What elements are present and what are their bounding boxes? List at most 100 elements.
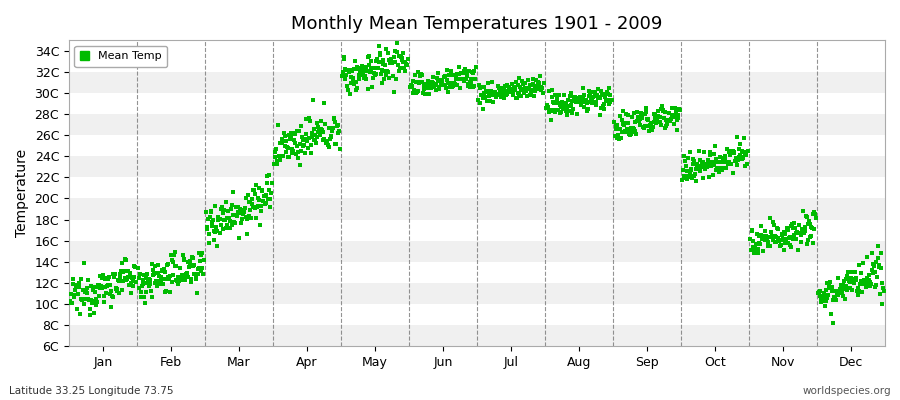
Point — [148, 278, 163, 284]
Point — [836, 286, 850, 292]
Point — [801, 221, 815, 228]
Bar — [69, 283, 885, 304]
Point — [418, 80, 433, 87]
Point — [176, 277, 190, 283]
Point — [286, 129, 301, 136]
Point — [476, 106, 491, 113]
Point — [454, 84, 468, 91]
Point — [396, 58, 410, 65]
Point — [262, 172, 276, 178]
Point — [305, 134, 320, 140]
Y-axis label: Temperature: Temperature — [15, 149, 29, 237]
Point — [726, 147, 741, 154]
Point — [429, 75, 444, 82]
Point — [579, 96, 593, 103]
Point — [800, 240, 814, 247]
Point — [368, 58, 382, 64]
Point — [76, 260, 91, 266]
Point — [206, 228, 220, 234]
Point — [807, 209, 822, 215]
Point — [273, 157, 287, 163]
Point — [459, 76, 473, 83]
Point — [832, 286, 847, 293]
Point — [170, 278, 184, 284]
Point — [573, 98, 588, 104]
Point — [710, 159, 724, 166]
Point — [571, 98, 585, 105]
Point — [721, 160, 735, 167]
Point — [481, 97, 495, 104]
Point — [131, 284, 146, 291]
Point — [485, 92, 500, 98]
Point — [81, 296, 95, 302]
Point — [449, 76, 464, 82]
Point — [475, 95, 490, 101]
Point — [843, 285, 858, 291]
Point — [88, 289, 103, 295]
Point — [622, 128, 636, 134]
Point — [254, 208, 268, 214]
Point — [826, 297, 841, 303]
Point — [156, 280, 170, 287]
Point — [791, 247, 806, 253]
Point — [671, 112, 686, 119]
Point — [214, 222, 229, 228]
Point — [436, 82, 450, 88]
Point — [548, 109, 562, 116]
Point — [486, 99, 500, 105]
Point — [379, 46, 393, 53]
Point — [588, 89, 602, 96]
Point — [370, 56, 384, 62]
Point — [377, 76, 392, 82]
Point — [282, 154, 296, 160]
Point — [776, 235, 790, 242]
Point — [217, 216, 231, 223]
Point — [587, 89, 601, 95]
Point — [434, 76, 448, 83]
Point — [138, 299, 152, 306]
Point — [573, 102, 588, 108]
Point — [278, 133, 293, 139]
Point — [270, 158, 284, 164]
Point — [827, 294, 842, 300]
Point — [354, 65, 368, 71]
Point — [241, 212, 256, 219]
Point — [259, 200, 274, 206]
Point — [204, 218, 219, 225]
Point — [196, 257, 211, 263]
Point — [346, 74, 360, 81]
Point — [515, 86, 529, 92]
Point — [799, 214, 814, 221]
Point — [80, 290, 94, 296]
Point — [272, 153, 286, 160]
Point — [780, 227, 795, 233]
Point — [395, 56, 410, 63]
Point — [330, 122, 345, 129]
Point — [255, 186, 269, 193]
Point — [639, 109, 653, 115]
Point — [256, 198, 270, 204]
Point — [660, 121, 674, 128]
Point — [613, 113, 627, 119]
Point — [493, 88, 508, 94]
Point — [188, 276, 202, 282]
Point — [597, 105, 611, 112]
Point — [246, 204, 260, 210]
Point — [831, 275, 845, 281]
Point — [609, 126, 624, 133]
Point — [781, 240, 796, 247]
Point — [652, 113, 666, 120]
Point — [577, 104, 591, 110]
Point — [588, 93, 602, 99]
Point — [638, 123, 652, 130]
Point — [310, 128, 325, 135]
Point — [644, 125, 659, 131]
Point — [361, 86, 375, 92]
Point — [224, 222, 238, 228]
Point — [325, 128, 339, 134]
Point — [735, 149, 750, 155]
Point — [662, 117, 676, 123]
Point — [554, 109, 568, 115]
Point — [298, 150, 312, 156]
Point — [416, 90, 430, 96]
